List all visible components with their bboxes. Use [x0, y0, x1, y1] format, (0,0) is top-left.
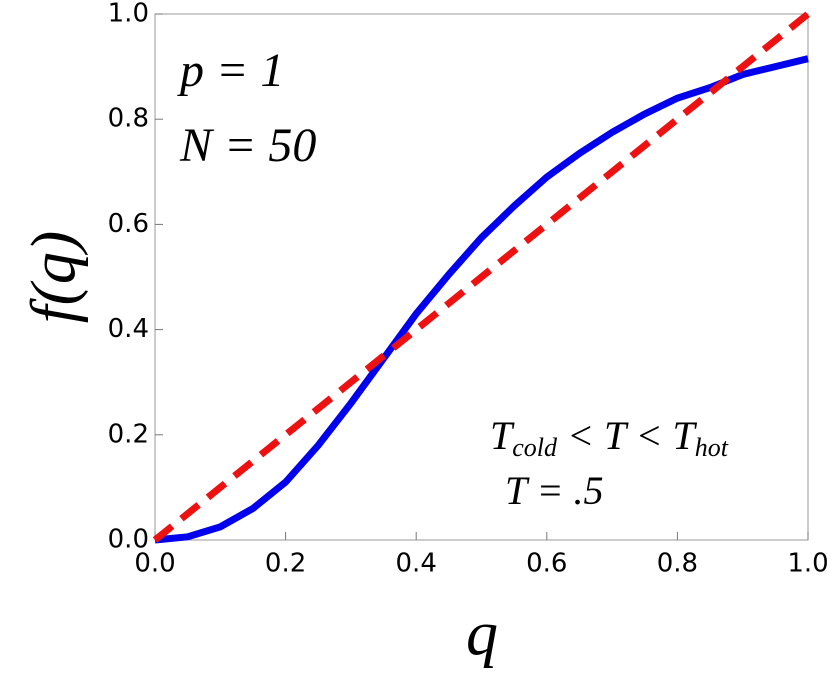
- y-tick-label: 0.8: [108, 104, 149, 134]
- y-tick-label: 1.0: [108, 0, 149, 29]
- condition-sub: hot: [695, 433, 729, 462]
- condition-part: T: [490, 413, 515, 458]
- condition-sub: cold: [512, 433, 558, 462]
- x-tick-label: 0.6: [526, 549, 567, 579]
- condition-part: T: [673, 413, 698, 458]
- condition-part: < T <: [557, 413, 673, 458]
- y-tick-label: 0.0: [108, 525, 149, 555]
- series-line: [152, 11, 811, 543]
- condition: Tcold < T < Thot: [440, 413, 758, 468]
- y-tick-label: 0.6: [108, 209, 149, 239]
- series-line: [154, 55, 809, 544]
- x-tick-label: 0.2: [265, 549, 306, 579]
- annotation: N = 50: [179, 119, 316, 172]
- x-tick-label: 0.8: [657, 549, 698, 579]
- y-tick-label: 0.4: [108, 314, 149, 344]
- plot-frame: [154, 13, 809, 541]
- x-axis-label: q: [466, 598, 498, 669]
- y-axis-label: f(q): [18, 231, 89, 323]
- x-tick-label: 1.0: [787, 549, 828, 579]
- x-tick-label: 0.0: [134, 549, 175, 579]
- annotation: T = .5: [505, 468, 604, 513]
- x-tick-label: 0.4: [396, 549, 437, 579]
- y-tick-label: 0.2: [108, 419, 149, 449]
- annotation: p = 1: [177, 44, 284, 97]
